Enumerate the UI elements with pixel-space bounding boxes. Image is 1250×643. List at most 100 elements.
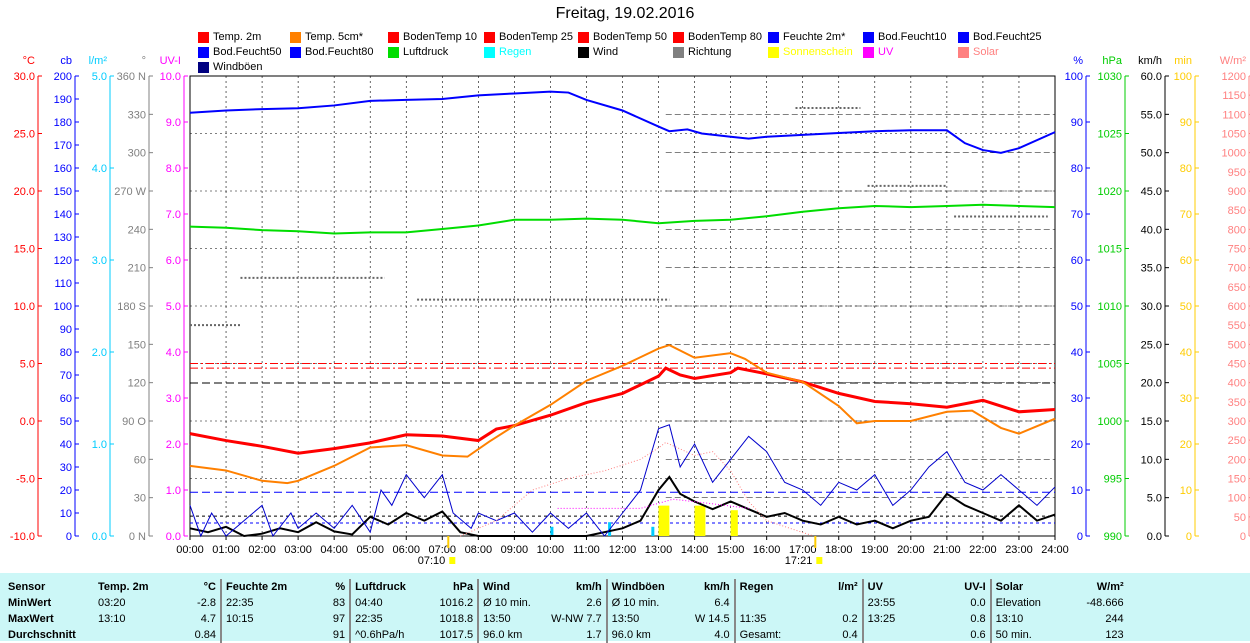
stats-cell: UV-I: [931, 579, 992, 595]
x-tick-label: 00:00: [176, 544, 204, 556]
legend-label: Bod.Feucht50: [213, 46, 282, 58]
axis-tick-label: 15.0: [1141, 416, 1162, 428]
axis-tick-label: 110: [54, 278, 72, 290]
stats-cell: [735, 595, 804, 611]
stats-cell: 22:35: [226, 597, 254, 609]
sun-icon: [449, 557, 456, 564]
axis-tick-label: 450: [1228, 359, 1246, 371]
legend-label: BodenTemp 10: [403, 31, 477, 43]
legend-item: Regen: [484, 46, 531, 58]
axis-tick-label: 240: [128, 224, 146, 236]
axis-tick-label: 300: [1228, 416, 1246, 428]
legend-item: BodenTemp 25: [484, 31, 573, 43]
axis-tick-label: 90: [1071, 117, 1083, 129]
axis-tick-label: 2.0: [166, 439, 181, 451]
sun-icon: [816, 557, 823, 564]
axis-tick-label: 1050: [1222, 129, 1246, 141]
axis-tick-label: 30: [60, 462, 72, 474]
stats-cell: 0.0: [931, 595, 992, 611]
x-tick-label: 06:00: [392, 544, 420, 556]
axis-unit: l/m²: [89, 55, 108, 67]
axis-tick-label: 550: [1228, 320, 1246, 332]
legend-item: Solar: [958, 46, 999, 58]
legend-swatch: [578, 31, 589, 43]
legend-label: Temp. 2m: [213, 31, 262, 43]
axis-tick-label: 190: [54, 94, 72, 106]
axis-tick-label: 210: [128, 263, 146, 275]
stats-row: MaxWert 13:10 4.7 10:15 97 22:35 1018.8 13:50 W-…: [4, 611, 1128, 627]
axis-tick-label: 4.0: [166, 347, 181, 359]
axis-tick-label: 60.0: [1141, 71, 1162, 83]
x-tick-label: 20:00: [897, 544, 925, 556]
axis-tick-label: 900: [1228, 186, 1246, 198]
legend-item: BodenTemp 10: [388, 31, 477, 43]
axis-tick-label: 360 N: [117, 71, 146, 83]
axis-tick-label: 50: [1071, 301, 1083, 313]
axis-tick-label: 0.0: [20, 416, 35, 428]
legend-label: Bod.Feucht25: [973, 31, 1042, 43]
axis-tick-label: 40: [1071, 347, 1083, 359]
stats-cell: 11:35: [739, 613, 767, 625]
stats-cell: Sensor: [8, 581, 46, 593]
axis-tick-label: 650: [1228, 282, 1246, 294]
stats-row: Sensor Temp. 2m °C Feuchte 2m% Luftdruck hPa W…: [4, 579, 1128, 595]
axis-tick-label: 800: [1228, 224, 1246, 236]
axis-tick-label: 700: [1228, 263, 1246, 275]
x-tick-label: 01:00: [212, 544, 240, 556]
legend-item: UV: [863, 46, 893, 58]
axis-tick-label: 40.0: [1141, 224, 1162, 236]
legend-label: Feuchte 2m*: [783, 31, 846, 43]
sunrise-label: 07:10: [418, 555, 446, 567]
axis-tick-label: 100: [1228, 493, 1246, 505]
x-tick-label: 15:00: [717, 544, 745, 556]
legend-label: Solar: [973, 46, 999, 58]
axis-tick-label: 750: [1228, 244, 1246, 256]
stats-cell: 22:35: [355, 613, 383, 625]
stats-cell: Ø 10 min.: [483, 597, 531, 609]
axis-tick-label: 0: [1186, 531, 1192, 543]
series-wind: [189, 475, 1056, 538]
axis-tick-label: 3.0: [92, 255, 107, 267]
legend-label: Bod.Feucht10: [878, 31, 947, 43]
axis-tick-label: 950: [1228, 167, 1246, 179]
axis-tick-label: 10: [1071, 485, 1083, 497]
axis-tick-label: 10.0: [14, 301, 35, 313]
axis-tick-label: 270 W: [114, 186, 146, 198]
axis-unit: °: [142, 55, 146, 67]
axis-tick-label: 90 O: [122, 416, 146, 428]
axis-tick-label: 0 N: [129, 531, 146, 543]
axis-tick-label: 170: [54, 140, 72, 152]
axis-tick-label: 70: [1180, 209, 1192, 221]
stats-cell: 4.7: [162, 611, 222, 627]
stats-cell: Ø 10 min.: [611, 597, 660, 609]
stats-cell: Windböen: [611, 581, 665, 593]
stats-cell: 1017.5: [419, 627, 480, 643]
axis-tick-label: 9.0: [166, 117, 181, 129]
stats-table: Sensor Temp. 2m °C Feuchte 2m% Luftdruck hPa W…: [0, 573, 1250, 643]
axis-tick-label: 1150: [1222, 90, 1246, 102]
axis-unit: W/m²: [1220, 55, 1247, 67]
axis-tick-label: 45.0: [1141, 186, 1162, 198]
axis-tick-label: 20: [1180, 439, 1192, 451]
stats-cell: 244: [1105, 613, 1124, 625]
legend-label: UV: [878, 46, 894, 58]
stats-cell: 23:55: [867, 597, 896, 609]
axis-tick-label: 1020: [1098, 186, 1122, 198]
x-tick-label: 13:00: [645, 544, 673, 556]
stats-cell: Solar: [995, 581, 1024, 593]
axis-tick-label: 50: [60, 416, 72, 428]
axis-tick-label: 70: [1071, 209, 1083, 221]
axis-tick-label: 200: [1228, 454, 1246, 466]
stats-cell: 1016.2: [419, 595, 480, 611]
axis-tick-label: 8.0: [166, 163, 181, 175]
axis-tick-label: 130: [54, 232, 72, 244]
stats-row: MinWert 03:20 -2.8 22:35 83 04:40 1016.2 Ø 10 m…: [4, 595, 1128, 611]
legend-item: Wind: [578, 46, 618, 58]
stats-cell: Luftdruck: [355, 581, 406, 593]
axis-tick-label: 300: [128, 148, 146, 160]
axis-tick-label: 140: [54, 209, 72, 221]
axis-unit: °C: [23, 55, 35, 67]
legend-swatch: [768, 46, 779, 58]
axis-tick-label: 10: [1180, 485, 1192, 497]
stats-cell: 04:40: [355, 597, 383, 609]
